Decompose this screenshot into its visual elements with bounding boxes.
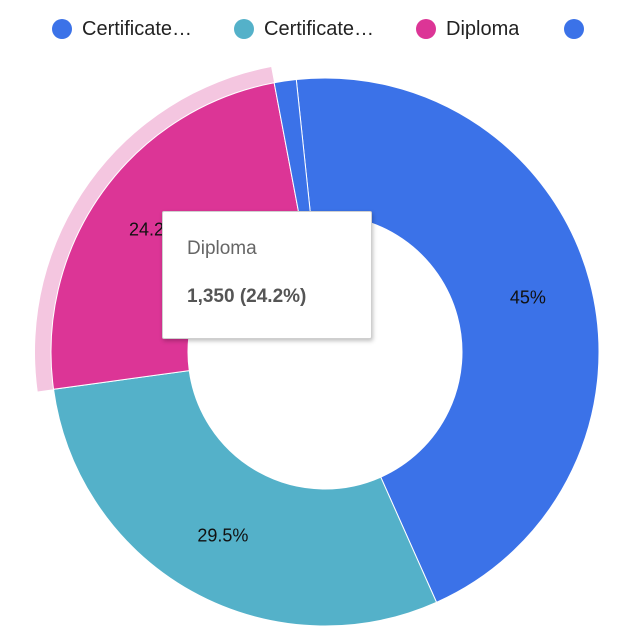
donut-slice-1[interactable] xyxy=(52,370,438,627)
legend-item-certificate-1[interactable]: Certificate… xyxy=(52,12,200,46)
slice-highlight xyxy=(35,67,275,392)
legend-marker xyxy=(234,19,254,39)
slice-label-1: 29.5% xyxy=(197,526,248,546)
legend-item-certificate-2[interactable]: Certificate… xyxy=(234,12,382,46)
tooltip-title: Diploma xyxy=(187,238,257,259)
legend-marker xyxy=(564,19,584,39)
chart-legend: Certificate… Certificate… Diploma xyxy=(0,12,640,46)
donut-slice-0[interactable] xyxy=(295,77,600,603)
legend-item-4[interactable] xyxy=(564,12,594,46)
legend-marker xyxy=(416,19,436,39)
legend-item-diploma[interactable]: Diploma xyxy=(416,12,519,46)
slice-label-0: 45% xyxy=(510,288,546,308)
chart-tooltip: Diploma 1,350 (24.2%) xyxy=(162,211,372,339)
legend-marker xyxy=(52,19,72,39)
tooltip-value: 1,350 (24.2%) xyxy=(187,286,307,307)
